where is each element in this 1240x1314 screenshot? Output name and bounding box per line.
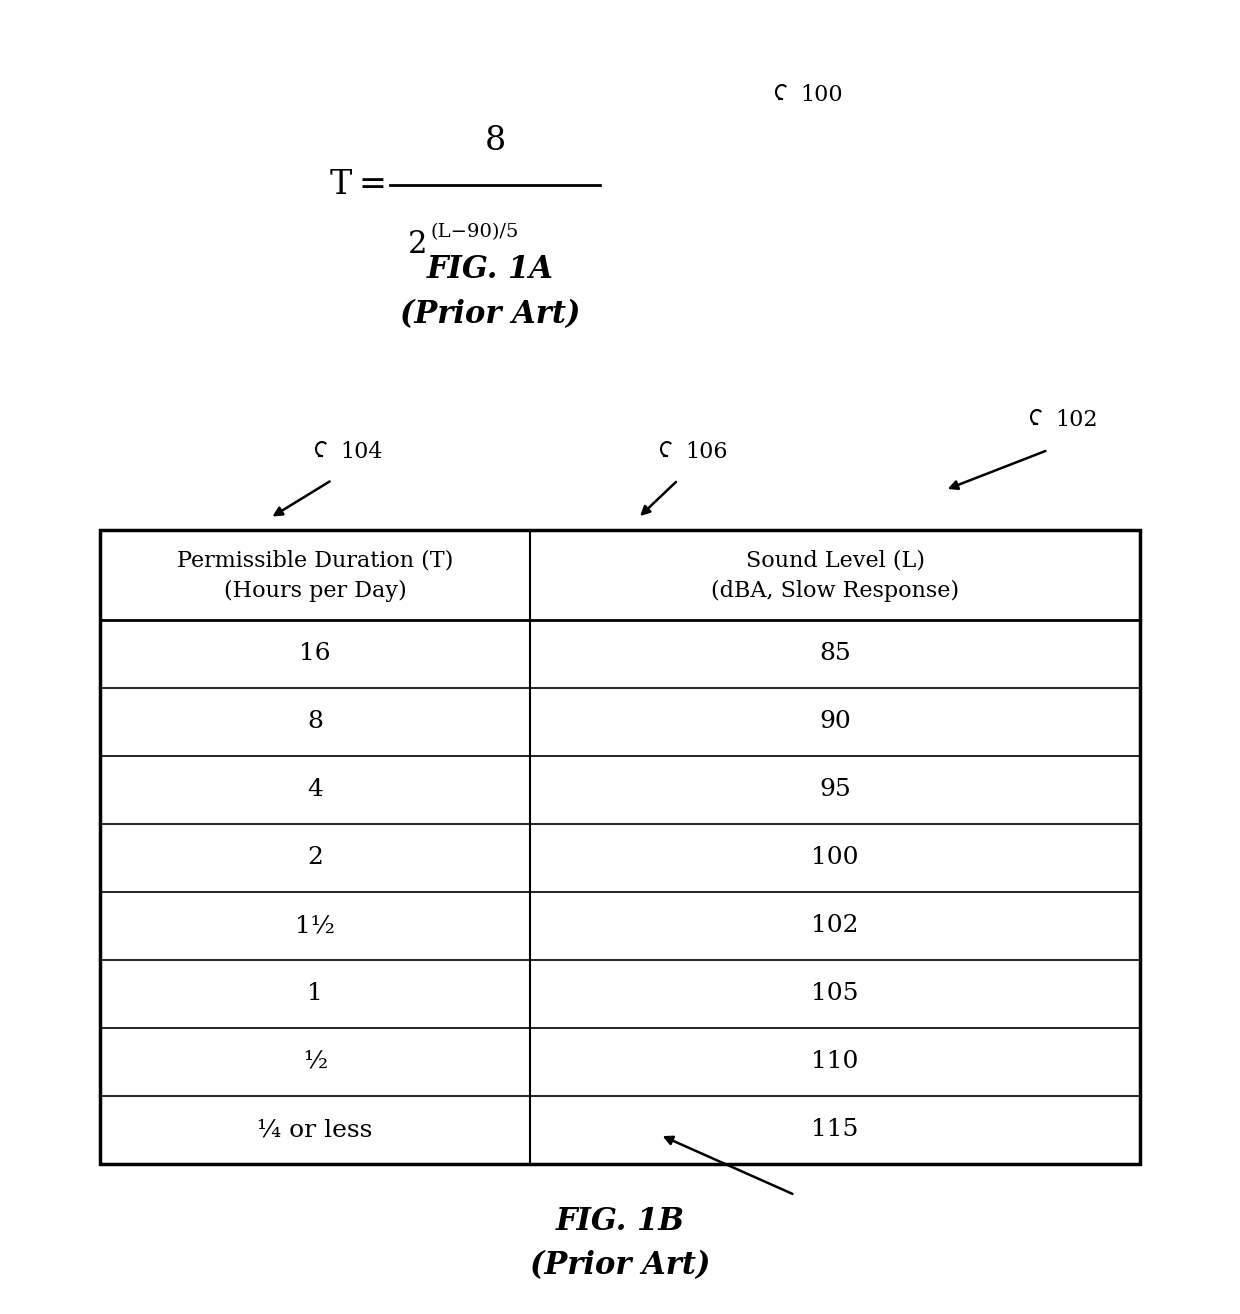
Text: 100: 100 bbox=[811, 846, 859, 870]
Text: FIG. 1A: FIG. 1A bbox=[427, 255, 553, 285]
Text: FIG. 1B: FIG. 1B bbox=[556, 1206, 684, 1238]
Text: 4: 4 bbox=[308, 778, 322, 802]
Text: ¼ or less: ¼ or less bbox=[258, 1118, 373, 1142]
Bar bbox=[100, 530, 1140, 1164]
Text: Sound Level (L): Sound Level (L) bbox=[745, 549, 925, 572]
Text: (L−90)/5: (L−90)/5 bbox=[432, 223, 520, 240]
Text: T =: T = bbox=[330, 170, 387, 201]
Text: 115: 115 bbox=[811, 1118, 858, 1142]
Text: 110: 110 bbox=[811, 1050, 858, 1074]
Text: 102: 102 bbox=[811, 915, 859, 937]
Text: 90: 90 bbox=[820, 711, 851, 733]
Text: 2: 2 bbox=[408, 229, 428, 260]
Text: 106: 106 bbox=[684, 442, 728, 463]
Text: 100: 100 bbox=[800, 84, 843, 106]
Text: 1½: 1½ bbox=[295, 915, 335, 937]
Text: 105: 105 bbox=[811, 983, 859, 1005]
Text: 102: 102 bbox=[1055, 409, 1097, 431]
Text: 1: 1 bbox=[308, 983, 322, 1005]
Text: 85: 85 bbox=[820, 643, 851, 665]
Text: (Prior Art): (Prior Art) bbox=[399, 300, 580, 331]
Text: Permissible Duration (T): Permissible Duration (T) bbox=[177, 549, 453, 572]
Text: (Hours per Day): (Hours per Day) bbox=[223, 579, 407, 602]
Text: ½: ½ bbox=[303, 1050, 327, 1074]
Text: 2: 2 bbox=[308, 846, 322, 870]
Text: 95: 95 bbox=[820, 778, 851, 802]
Text: 8: 8 bbox=[485, 125, 506, 156]
Text: 16: 16 bbox=[299, 643, 331, 665]
Text: 104: 104 bbox=[340, 442, 382, 463]
Text: 8: 8 bbox=[308, 711, 322, 733]
Text: (Prior Art): (Prior Art) bbox=[529, 1251, 711, 1281]
Text: (dBA, Slow Response): (dBA, Slow Response) bbox=[711, 579, 959, 602]
